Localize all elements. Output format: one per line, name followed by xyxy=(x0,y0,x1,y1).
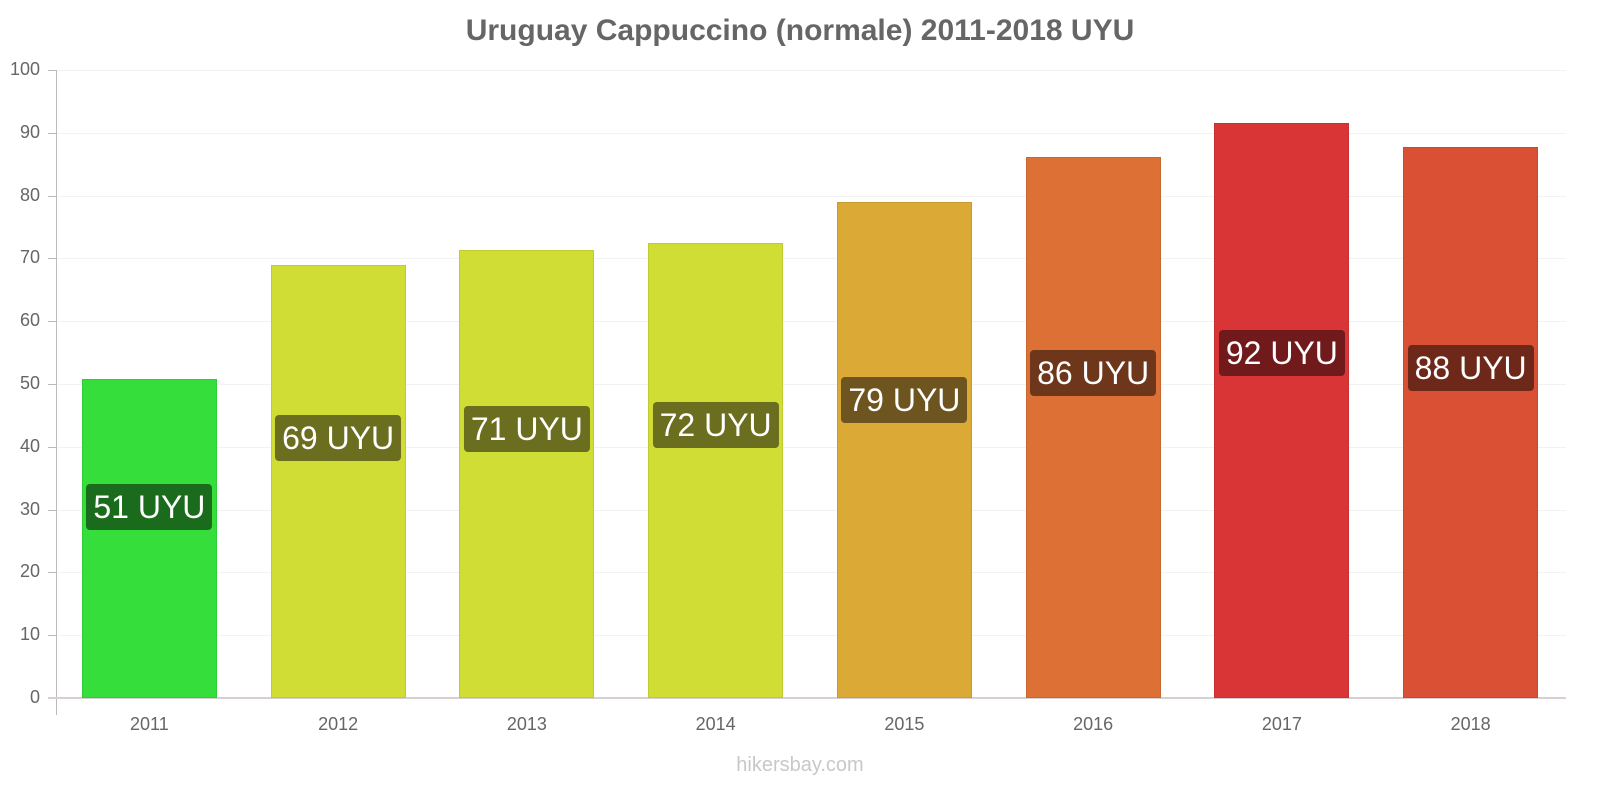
x-tick-label: 2017 xyxy=(1261,714,1302,734)
y-tick-mark xyxy=(48,446,56,448)
bar-2017[interactable] xyxy=(1214,122,1350,698)
x-tick-label: 2011 xyxy=(130,714,169,734)
y-tick-mark xyxy=(48,195,56,197)
plot-area xyxy=(56,70,1566,698)
y-tick-label: 10 xyxy=(19,624,40,645)
x-axis-line xyxy=(48,697,1566,699)
data-label-2011: 51 UYU xyxy=(86,483,213,530)
chart-title: Uruguay Cappuccino (normale) 2011-2018 U… xyxy=(465,14,1135,47)
y-tick-mark xyxy=(48,572,56,574)
y-tick-label: 40 xyxy=(19,435,40,456)
y-tick-mark xyxy=(48,635,56,637)
bar-2011[interactable] xyxy=(81,378,217,698)
data-label-2015: 79 UYU xyxy=(841,377,968,424)
data-label-2017: 92 UYU xyxy=(1218,329,1345,376)
y-tick-mark xyxy=(48,321,56,323)
data-label-2012: 69 UYU xyxy=(275,415,402,461)
bar-2012[interactable] xyxy=(270,264,406,698)
y-tick-label: 0 xyxy=(29,687,40,707)
y-tick-mark xyxy=(48,70,56,71)
bar-2018[interactable] xyxy=(1403,147,1539,698)
data-label-2016: 86 UYU xyxy=(1030,350,1157,397)
x-tick-label: 2016 xyxy=(1073,714,1114,734)
gridline xyxy=(56,258,1566,260)
x-tick-label: 2012 xyxy=(318,714,359,734)
y-axis-line xyxy=(56,70,57,715)
gridline xyxy=(56,384,1566,385)
y-tick-mark xyxy=(48,132,56,134)
y-tick-label: 80 xyxy=(19,184,40,205)
x-tick-label: 2013 xyxy=(506,714,547,734)
y-tick-label: 50 xyxy=(19,373,40,393)
watermark: hikersbay.com xyxy=(736,754,864,776)
y-tick-label: 60 xyxy=(19,310,40,331)
data-label-2014: 72 UYU xyxy=(652,401,779,448)
bar-2016[interactable] xyxy=(1025,156,1161,698)
y-tick-mark xyxy=(48,384,56,385)
gridline xyxy=(56,446,1566,448)
data-label-2018: 88 UYU xyxy=(1407,344,1534,391)
y-tick-label: 100 xyxy=(9,59,40,79)
bar-2014[interactable] xyxy=(648,242,784,698)
bar-2015[interactable] xyxy=(836,201,972,698)
y-tick-label: 30 xyxy=(19,498,40,519)
gridline xyxy=(56,321,1566,323)
y-tick-mark xyxy=(48,509,56,511)
x-tick-label: 2015 xyxy=(884,714,925,734)
y-tick-mark xyxy=(48,258,56,260)
y-tick-label: 90 xyxy=(19,121,40,142)
y-tick-label: 70 xyxy=(19,247,40,268)
bar-2013[interactable] xyxy=(459,250,595,698)
x-tick-label: 2018 xyxy=(1450,714,1491,734)
gridline xyxy=(56,572,1566,574)
gridline xyxy=(56,635,1566,637)
y-tick-label: 20 xyxy=(19,561,40,582)
gridline xyxy=(56,70,1566,71)
x-tick-label: 2014 xyxy=(695,714,736,734)
data-label-2013: 71 UYU xyxy=(463,406,590,453)
gridline xyxy=(56,509,1566,511)
gridline xyxy=(56,132,1566,134)
gridline xyxy=(56,195,1566,197)
